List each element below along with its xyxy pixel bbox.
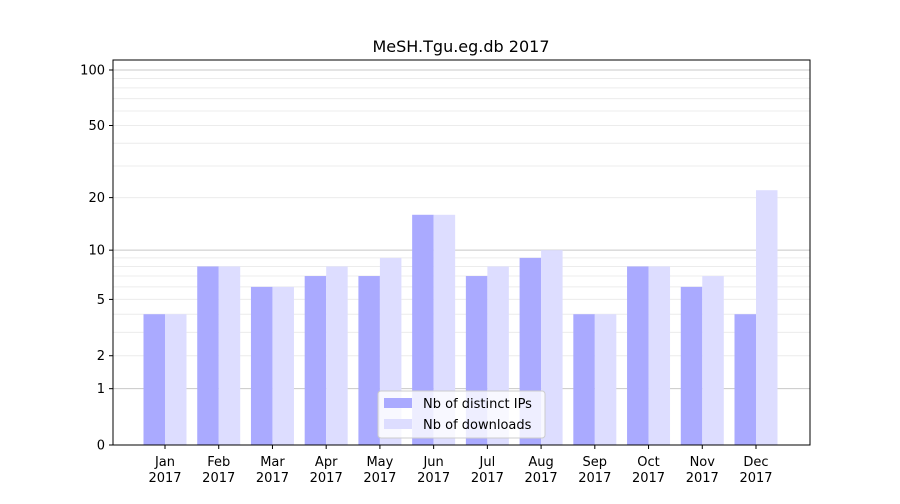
x-tick-label-year: 2017 xyxy=(148,471,181,486)
bar-downloads xyxy=(756,190,778,445)
axes-frame xyxy=(112,59,811,446)
bar-downloads xyxy=(218,266,241,445)
x-tick-label-month: Nov xyxy=(690,455,716,470)
bar-downloads xyxy=(272,286,294,445)
y-tick-label: 2 xyxy=(97,349,105,364)
x-tick-label-month: Aug xyxy=(528,455,553,470)
x-tick-label-year: 2017 xyxy=(417,471,450,486)
x-tick-label-year: 2017 xyxy=(256,471,289,486)
chart-title: MeSH.Tgu.eg.db 2017 xyxy=(373,37,550,56)
x-tick-label-year: 2017 xyxy=(739,471,772,486)
x-tick-label-month: Oct xyxy=(637,455,659,470)
bar-distinct-ips xyxy=(680,286,703,445)
legend-box xyxy=(377,390,546,439)
bar-distinct-ips xyxy=(358,276,380,445)
x-tick-label-year: 2017 xyxy=(363,471,396,486)
legend: Nb of distinct IPs Nb of downloads xyxy=(377,390,546,439)
bar-distinct-ips xyxy=(627,266,649,445)
bar-distinct-ips xyxy=(304,276,327,445)
x-tick-label-month: Sep xyxy=(583,455,608,470)
x-tick-label-year: 2017 xyxy=(525,471,558,486)
bar-downloads xyxy=(326,266,348,445)
bar-distinct-ips xyxy=(412,214,434,445)
y-tick-label: 100 xyxy=(80,63,105,78)
bar-distinct-ips xyxy=(197,266,219,445)
bar-downloads xyxy=(433,214,456,445)
x-tick-label-month: Dec xyxy=(743,455,768,470)
bar-distinct-ips xyxy=(143,314,165,445)
y-axis: 0 1 2 5 10 20 50 100 xyxy=(80,63,113,454)
bar-distinct-ips xyxy=(250,286,273,445)
y-tick-label: 5 xyxy=(97,293,105,308)
bar-downloads xyxy=(165,314,187,445)
x-tick-label-month: Feb xyxy=(207,455,230,470)
x-tick-label-month: Jan xyxy=(154,455,175,470)
y-tick-label: 1 xyxy=(97,382,105,397)
x-tick-label-year: 2017 xyxy=(686,471,719,486)
legend-swatch-downloads xyxy=(384,419,412,429)
bar-downloads xyxy=(702,276,724,445)
y-tick-label: 50 xyxy=(88,119,105,134)
x-tick-label-year: 2017 xyxy=(202,471,235,486)
y-tick-label: 10 xyxy=(88,244,105,259)
legend-swatch-distinct-ips xyxy=(384,398,412,408)
x-tick-label-year: 2017 xyxy=(578,471,611,486)
bar-distinct-ips xyxy=(734,314,756,445)
y-tick-label: 0 xyxy=(97,439,105,454)
x-tick-label-year: 2017 xyxy=(471,471,504,486)
bar-distinct-ips xyxy=(573,314,595,445)
legend-label-downloads: Nb of downloads xyxy=(423,418,532,433)
x-tick-label-month: Apr xyxy=(315,455,338,470)
x-tick-label-year: 2017 xyxy=(310,471,343,486)
bar-downloads xyxy=(594,314,617,445)
x-tick-label-month: Mar xyxy=(260,455,285,470)
y-tick-label: 20 xyxy=(88,191,105,206)
x-tick-label-month: Jun xyxy=(422,455,443,470)
x-tick-label-month: Jul xyxy=(479,455,496,470)
bar-downloads xyxy=(648,266,671,445)
x-tick-label-year: 2017 xyxy=(632,471,665,486)
x-axis: Jan2017Feb2017Mar2017Apr2017May2017Jun20… xyxy=(148,445,773,486)
legend-label-distinct-ips: Nb of distinct IPs xyxy=(423,397,532,412)
bar-downloads xyxy=(541,250,563,445)
x-tick-label-month: May xyxy=(366,455,393,470)
